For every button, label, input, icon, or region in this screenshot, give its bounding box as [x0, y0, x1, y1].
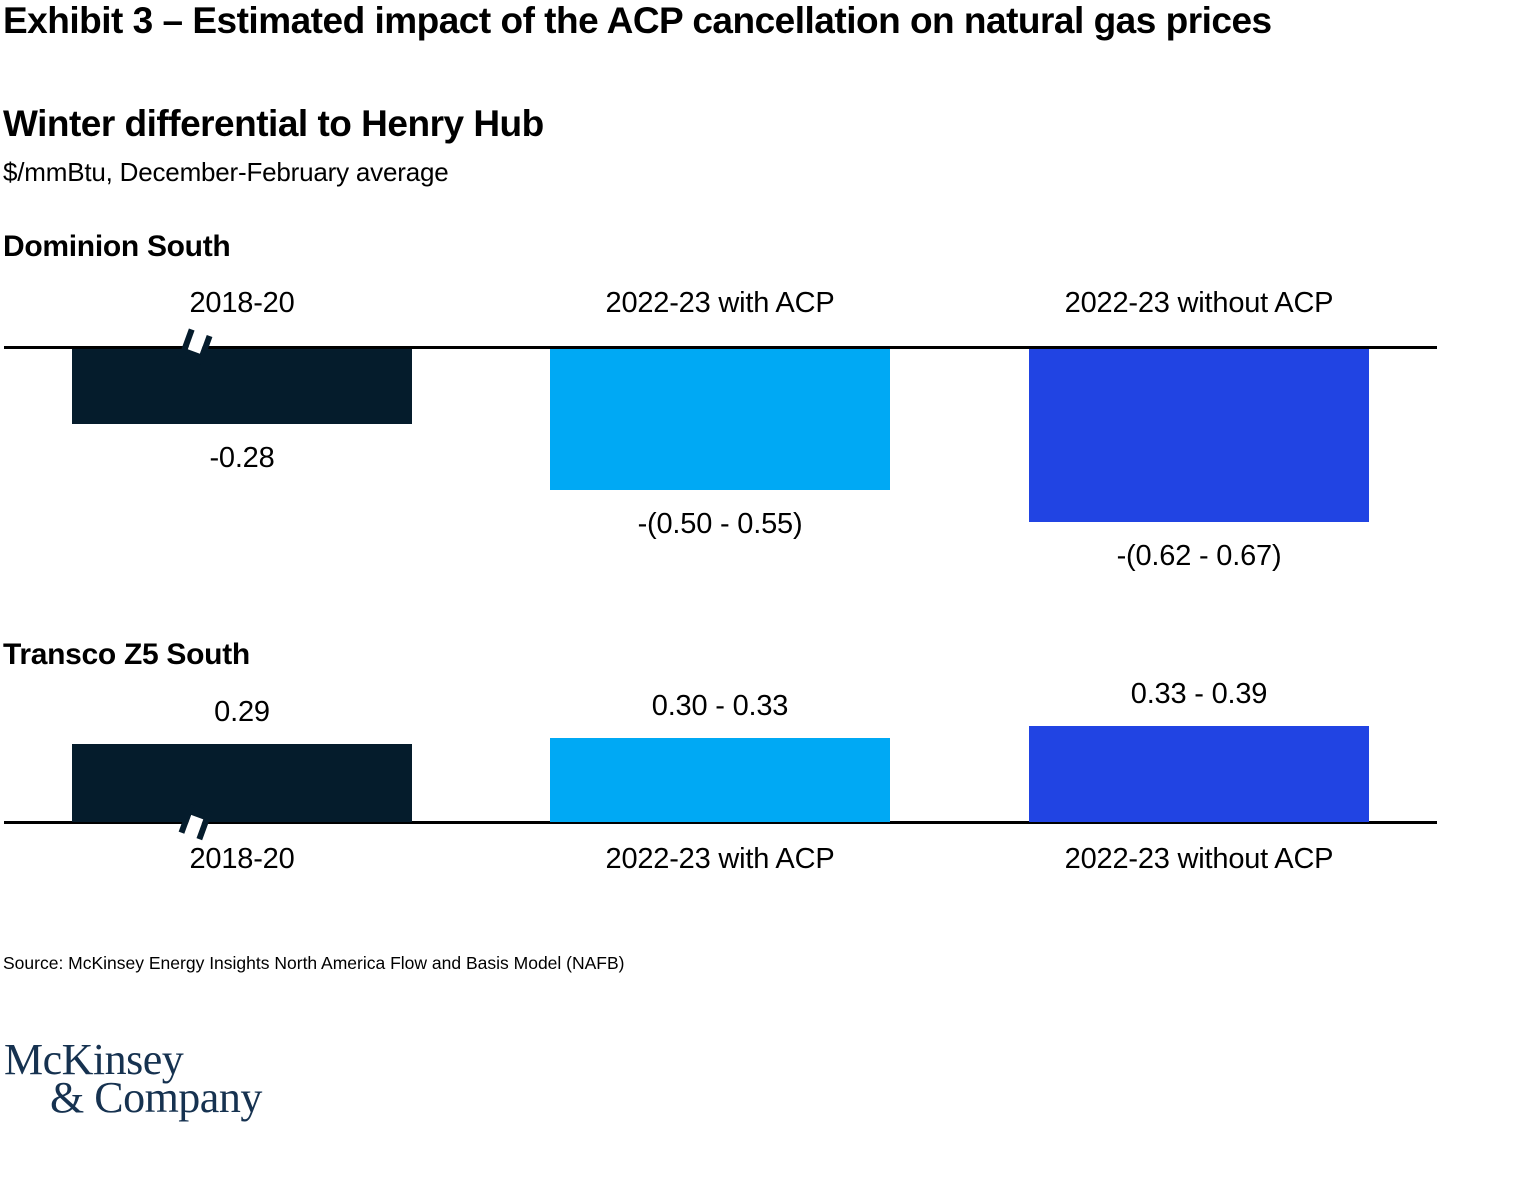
value-label: 0.30 - 0.33 [651, 690, 789, 722]
value-label: 0.33 - 0.39 [1130, 678, 1268, 710]
category-label: 2022-23 with ACP [605, 287, 835, 319]
chart-group-title-dominion-south: Dominion South [3, 230, 231, 263]
logo-line2: & Company [50, 1073, 262, 1123]
category-label: 2022-23 with ACP [605, 843, 835, 875]
exhibit-title: Exhibit 3 – Estimated impact of the ACP … [3, 0, 1272, 41]
logo-line1: McKinsey [4, 1035, 184, 1084]
category-label: 2018-20 [189, 287, 295, 319]
bar-transco-z5-south-2018-20 [72, 744, 412, 822]
bar-dominion-south-2022-23-without-acp [1029, 349, 1369, 522]
x-axis-line-1 [4, 346, 1437, 349]
chart-group-title-transco-z5-south: Transco Z5 South [3, 638, 250, 671]
category-label: 2022-23 without ACP [1064, 287, 1334, 319]
bar-transco-z5-south-2022-23-with-acp [550, 738, 890, 822]
source-note: Source: McKinsey Energy Insights North A… [3, 953, 625, 973]
mckinsey-logo: McKinsey & Company [4, 1035, 262, 1123]
bar-dominion-south-2022-23-with-acp [550, 349, 890, 490]
value-label: -(0.62 - 0.67) [1116, 540, 1282, 572]
chart-title: Winter differential to Henry Hub [3, 103, 544, 144]
chart-subtitle: $/mmBtu, December-February average [3, 157, 449, 187]
bar-dominion-south-2018-20 [72, 349, 412, 424]
value-label: -0.28 [209, 442, 275, 474]
x-axis-line-2 [4, 821, 1437, 824]
value-label: 0.29 [214, 696, 270, 728]
category-label: 2018-20 [189, 843, 295, 875]
category-label: 2022-23 without ACP [1064, 843, 1334, 875]
value-label: -(0.50 - 0.55) [637, 508, 803, 540]
bar-transco-z5-south-2022-23-without-acp [1029, 726, 1369, 822]
